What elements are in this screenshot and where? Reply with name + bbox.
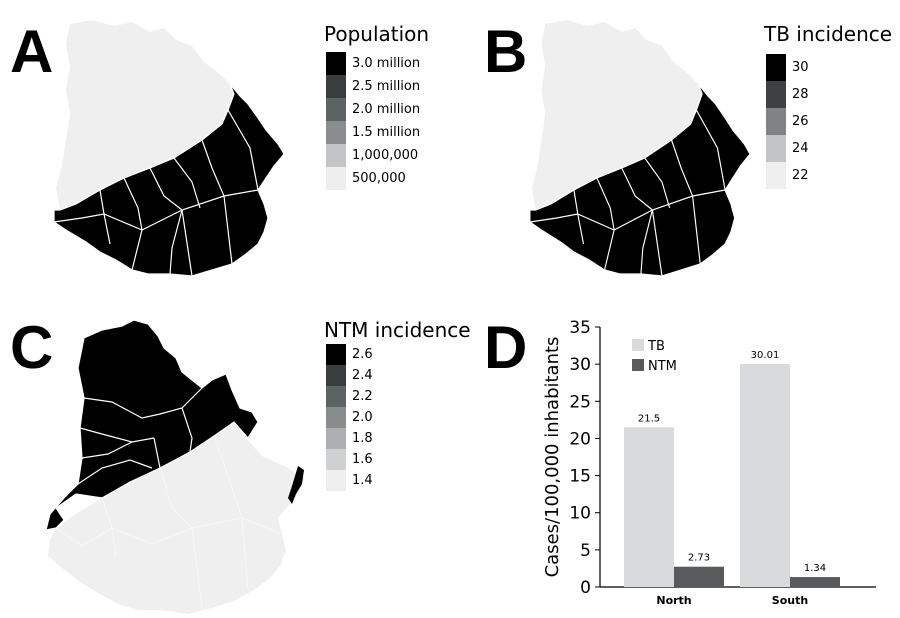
legend-a-swatch-1 [326,75,346,98]
y-tick-label: 10 [569,504,591,524]
legend-c-swatch-2 [326,386,346,407]
map-a-borders [53,109,259,277]
legend-c-label-2: 2.2 [352,388,373,404]
legend-label-tb: TB [647,339,665,354]
legend-a-swatch-3 [326,121,346,144]
legend-a-swatch-0 [326,52,346,75]
x-tick-label: South [772,594,808,607]
legend-a-swatch-5 [326,167,346,190]
legend-c: NTM incidence 2.6 2.4 2.2 2.0 1.8 1.6 1.4 [324,318,484,498]
legend-b-swatch-0 [766,54,786,81]
map-b-south-region [529,83,750,277]
bar-ntm-north [674,566,724,587]
y-tick-label: 0 [580,578,591,598]
legend-c-swatch-4 [326,428,346,449]
legend-b-swatch-1 [766,81,786,108]
legend-a-label-0: 3.0 million [352,55,421,71]
y-tick-label: 35 [569,318,591,338]
data-label-ntm-north: 2.73 [688,553,710,564]
legend-a-label-3: 1.5 million [352,124,421,140]
y-tick-label: 25 [569,392,591,412]
legend-b-label-2: 26 [792,113,809,129]
legend-b-label-3: 24 [792,140,809,156]
y-tick-label: 15 [569,467,591,487]
panel-letter-d: D [484,314,528,381]
legend-label-ntm: NTM [648,359,677,374]
legend-c-swatch-1 [326,365,346,386]
legend-b-title: TB incidence [764,22,893,46]
map-c-south-region [48,422,304,614]
chart-d-incidence-bars: Cases/100,000 inhabitants 0 5 10 15 20 25 30 35 2… [542,318,876,607]
legend-a-swatch-2 [326,98,346,121]
map-c-borders [77,387,203,485]
data-label-tb-south: 30.01 [751,350,780,361]
legend-c-label-4: 1.8 [352,430,373,446]
legend-b-label-0: 30 [792,59,809,75]
panel-letter-b: B [484,18,528,85]
panel-letter-c: C [10,314,54,381]
legend-c-label-5: 1.6 [352,451,373,467]
y-axis-label: Cases/100,000 inhabitants [542,337,563,578]
legend-c-swatch-3 [326,407,346,428]
legend-c-swatch-0 [326,344,346,365]
bar-ntm-south [790,577,840,587]
legend-c-label-0: 2.6 [352,346,373,362]
legend-c-title: NTM incidence [324,318,471,342]
legend-a-label-1: 2.5 million [352,78,421,94]
legend-c-label-1: 2.4 [352,367,373,383]
map-b-borders [529,109,726,277]
legend-a-title: Population [324,22,430,46]
legend-b-label-1: 28 [792,86,809,102]
panel-letter-a: A [10,18,54,85]
map-c-ntm-incidence [45,319,304,614]
legend-a-label-4: 1,000,000 [352,147,419,163]
x-tick-label: North [656,594,691,607]
legend-a-swatch-4 [326,144,346,167]
legend-b-swatch-4 [766,162,786,189]
y-tick-label: 5 [580,541,591,561]
legend-c-label-3: 2.0 [352,409,373,425]
map-c-coast-strip [288,466,304,504]
map-a-south-region [53,83,284,277]
legend-b-swatch-2 [766,108,786,135]
legend-c-swatch-6 [326,470,346,491]
map-a-north-region [56,20,234,210]
bar-tb-north [624,427,674,587]
data-label-tb-north: 21.5 [638,413,660,424]
bar-tb-south [740,364,790,587]
map-c-south-borders [55,435,283,609]
legend-b: TB incidence 30 28 26 24 22 [764,22,898,192]
map-b-north-region [531,20,703,210]
y-tick-label: 20 [569,429,591,449]
legend-a-label-2: 2.0 million [352,101,421,117]
map-b-tb-incidence [529,20,750,277]
map-a-population [53,20,284,277]
legend-swatch-ntm [632,359,644,371]
legend-a: Population 3.0 million 2.5 million 2.0 mil… [324,22,464,192]
legend-a-label-5: 500,000 [352,170,406,186]
legend-c-swatch-5 [326,449,346,470]
legend-b-label-4: 22 [792,167,809,183]
map-c-north-region [45,319,259,531]
legend-b-swatch-3 [766,135,786,162]
y-tick-label: 30 [569,355,591,375]
legend-swatch-tb [632,339,644,351]
data-label-ntm-south: 1.34 [804,563,826,574]
legend-c-label-6: 1.4 [352,472,373,488]
